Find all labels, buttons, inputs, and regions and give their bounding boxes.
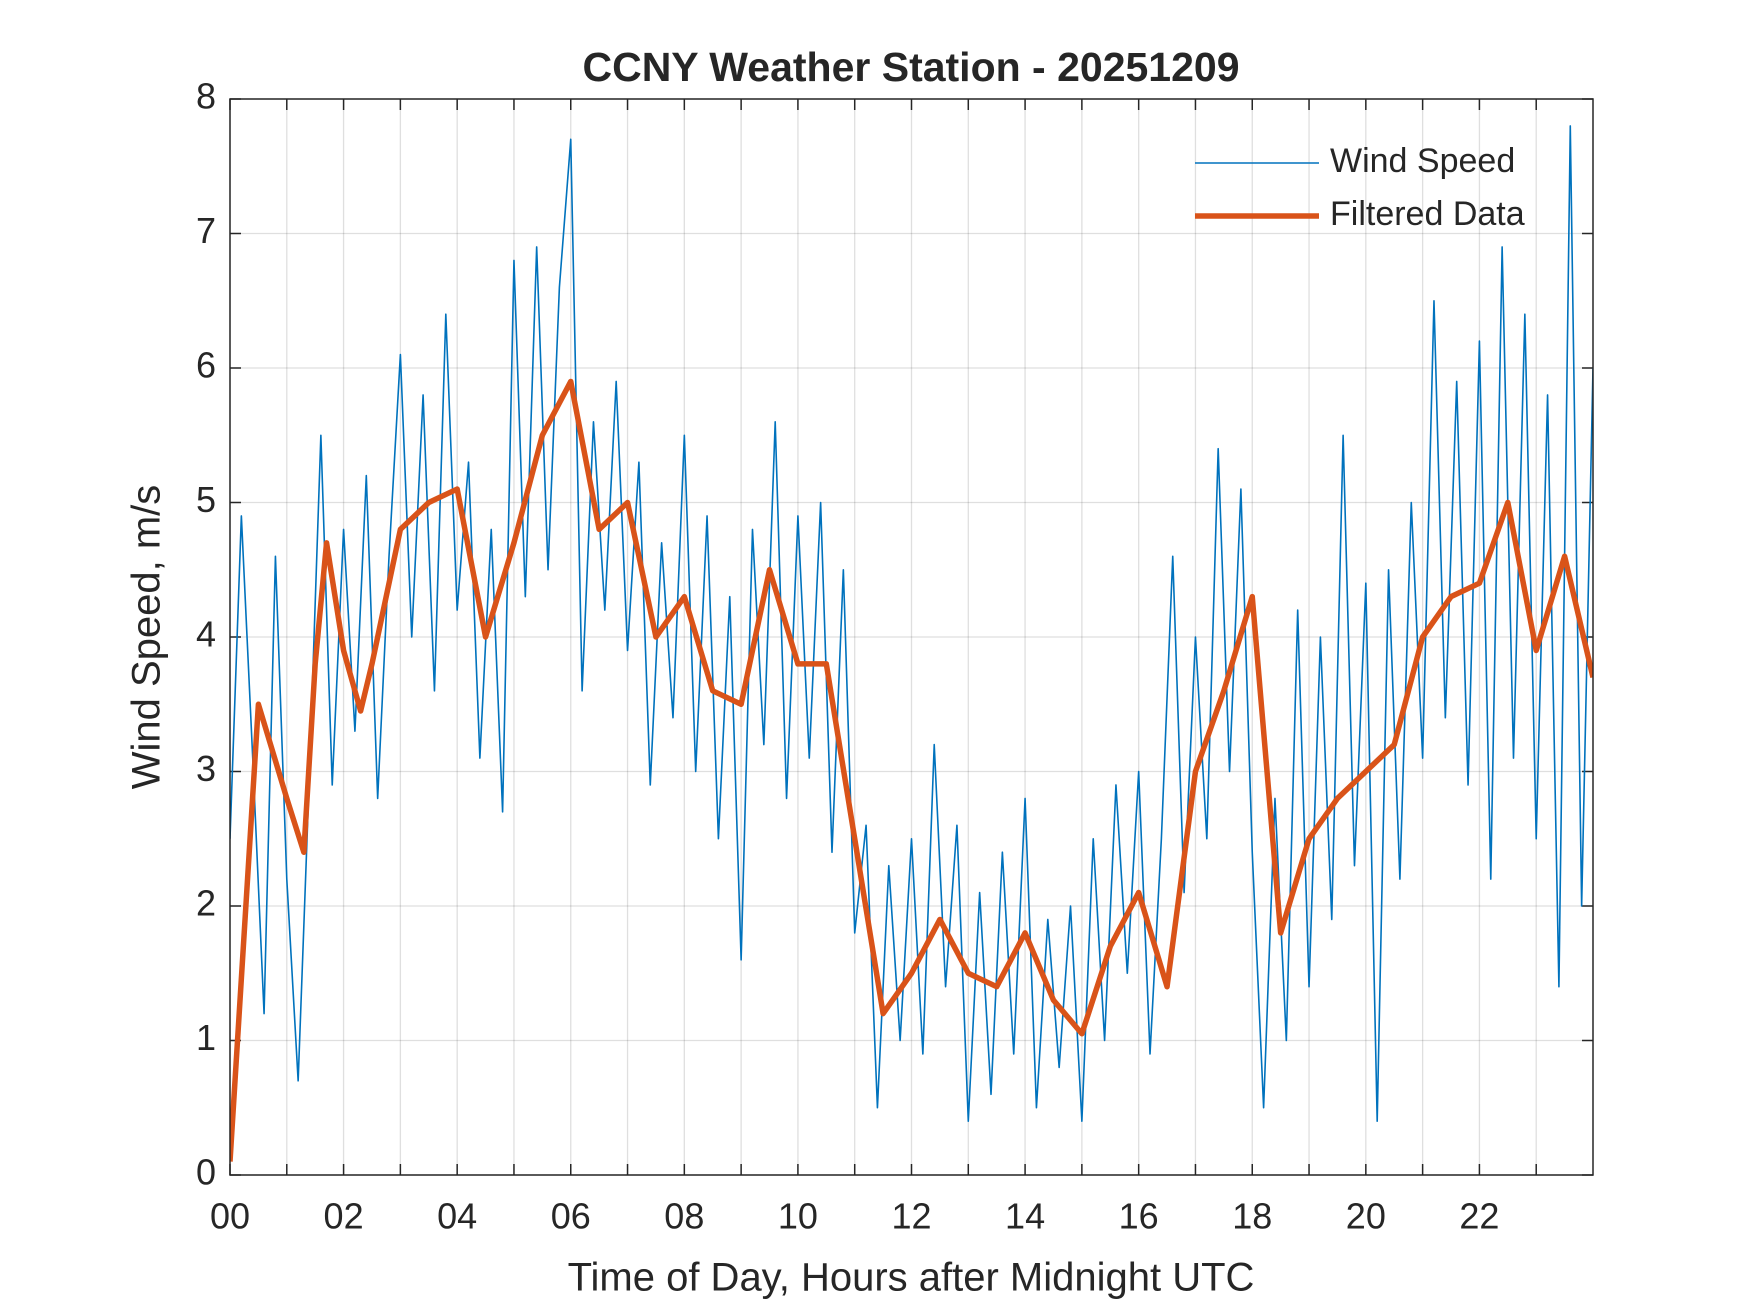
x-tick-label: 00 (210, 1196, 250, 1237)
legend-label: Filtered Data (1330, 195, 1525, 233)
chart-title: CCNY Weather Station - 20251209 (582, 44, 1239, 90)
y-tick-label: 7 (196, 210, 216, 251)
x-axis-label: Time of Day, Hours after Midnight UTC (568, 1256, 1255, 1300)
x-tick-label: 20 (1346, 1196, 1386, 1237)
y-tick-label: 8 (196, 76, 216, 117)
x-tick-label: 06 (551, 1196, 591, 1237)
x-tick-label: 16 (1119, 1196, 1159, 1237)
x-tick-label: 02 (324, 1196, 364, 1237)
plot-frame (229, 98, 1594, 1176)
x-tick-label: 14 (1005, 1196, 1045, 1237)
y-tick-label: 0 (196, 1152, 216, 1193)
x-tick-label: 10 (778, 1196, 818, 1237)
y-tick-label: 5 (196, 479, 216, 520)
x-tick-label: 08 (664, 1196, 704, 1237)
y-tick-label: 3 (196, 748, 216, 789)
y-tick-label: 2 (196, 883, 216, 924)
legend-label: Wind Speed (1330, 142, 1515, 180)
data-line (230, 125, 1593, 1122)
y-tick-label: 6 (196, 345, 216, 386)
y-tick-label: 4 (196, 614, 216, 655)
y-axis-label: Wind Speed, m/s (125, 485, 169, 790)
x-tick-label: 18 (1232, 1196, 1272, 1237)
x-tick-label: 04 (437, 1196, 477, 1237)
x-tick-label: 22 (1459, 1196, 1499, 1237)
y-tick-label: 1 (196, 1017, 216, 1058)
x-tick-label: 12 (891, 1196, 931, 1237)
data-line (230, 378, 1593, 1162)
